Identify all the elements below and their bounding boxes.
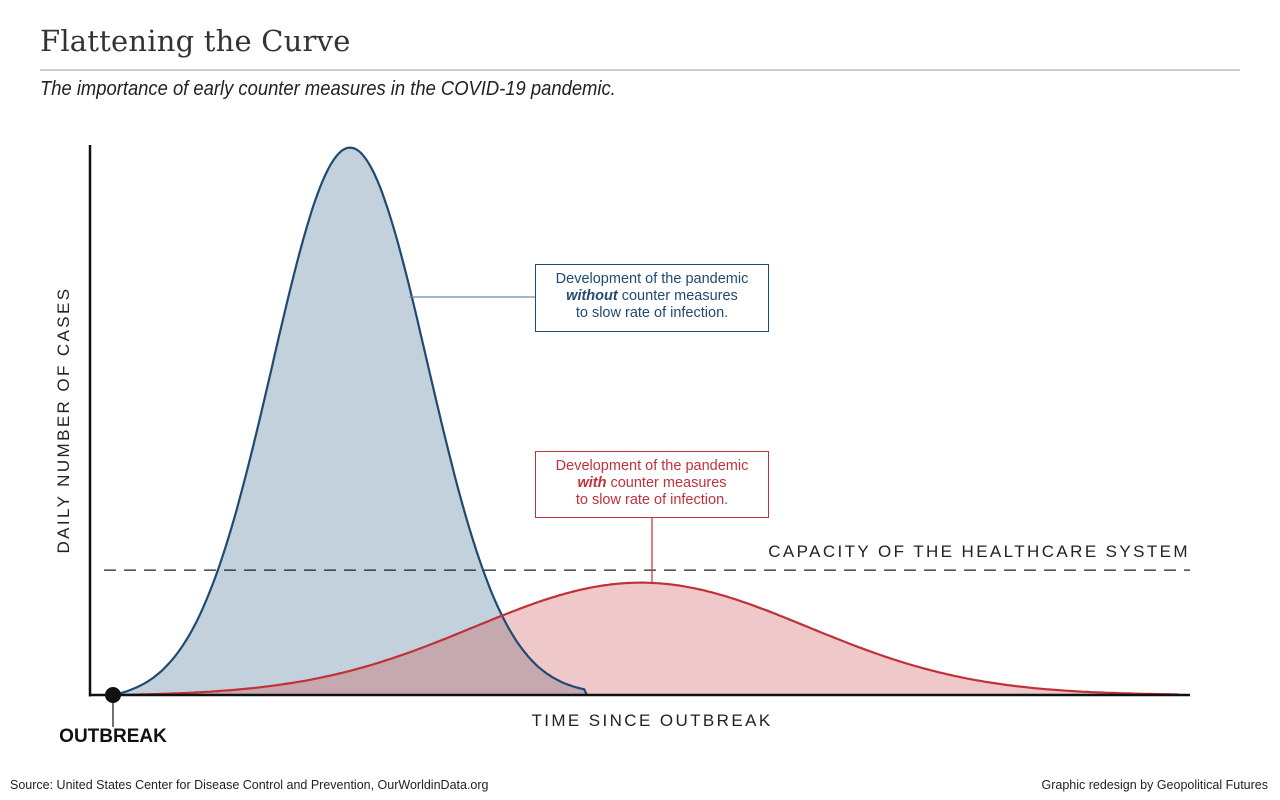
- y-axis-label: DAILY NUMBER OF CASES: [54, 286, 73, 554]
- capacity-label: CAPACITY OF THE HEALTHCARE SYSTEM: [768, 542, 1190, 561]
- outbreak-marker: [105, 687, 121, 703]
- outbreak-label: OUTBREAK: [59, 726, 167, 747]
- title-divider: [40, 69, 1240, 71]
- annotation-text: counter measures: [606, 475, 727, 491]
- annotation-line: to slow rate of infection.: [575, 305, 729, 321]
- series-without-measures-line: [112, 146, 588, 697]
- series-with-measures-line: [113, 581, 1180, 697]
- annotation-line: to slow rate of infection.: [575, 492, 729, 508]
- credit-note: Graphic redesign by Geopolitical Futures: [1041, 778, 1268, 792]
- annotation-line: Development of the pandemic: [555, 458, 749, 474]
- annotation-emphasis: with: [577, 475, 607, 491]
- annotation-text: counter measures: [617, 288, 738, 304]
- annotation-emphasis: without: [566, 288, 618, 304]
- annotation-without-measures: Development of the pandemic without coun…: [535, 264, 769, 332]
- series-overlap-area: [113, 582, 587, 695]
- chart-title: Flattening the Curve: [40, 24, 351, 58]
- source-note: Source: United States Center for Disease…: [10, 778, 489, 792]
- x-axis-label: TIME SINCE OUTBREAK: [531, 711, 773, 730]
- annotation-line: Development of the pandemic: [555, 271, 749, 287]
- annotation-line: with counter measures: [544, 475, 760, 492]
- annotation-with-measures: Development of the pandemic with counter…: [535, 451, 769, 518]
- annotation-line: without counter measures: [544, 288, 760, 305]
- chart-subtitle: The importance of early counter measures…: [40, 78, 616, 100]
- series-without-measures-area: [113, 147, 587, 696]
